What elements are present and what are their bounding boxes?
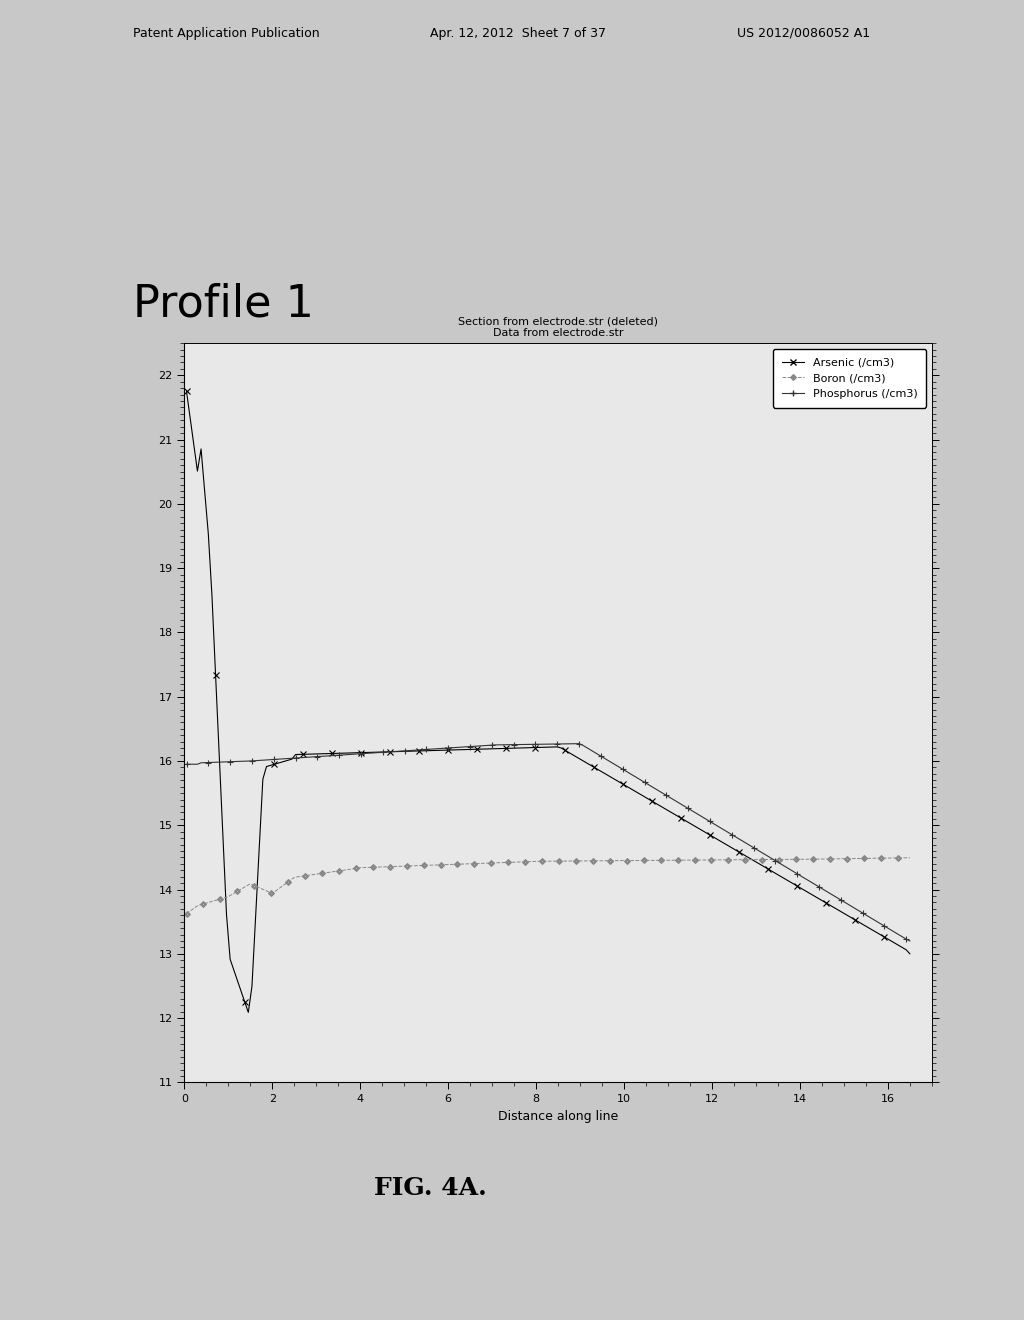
Phosphorus (/cm3) [224,754,237,770]
Boron (/cm3) [183,904,196,920]
Boron (/cm3) [611,853,624,869]
Phosphorus (/cm3) [373,744,385,760]
Arsenic (/cm3) [180,384,193,400]
Boron (/cm3) [608,853,621,869]
Arsenic (/cm3) [224,952,237,968]
Boron (/cm3) [623,853,635,869]
Line: Boron (/cm3): Boron (/cm3) [183,855,912,916]
Line: Phosphorus (/cm3): Phosphorus (/cm3) [183,741,913,945]
Arsenic (/cm3) [871,925,884,941]
Legend: Arsenic (/cm3), Boron (/cm3), Phosphorus (/cm3): Arsenic (/cm3), Boron (/cm3), Phosphorus… [773,348,927,408]
Line: Arsenic (/cm3): Arsenic (/cm3) [183,388,913,1016]
Text: US 2012/0086052 A1: US 2012/0086052 A1 [737,26,870,40]
Text: FIG. 4A.: FIG. 4A. [374,1176,486,1200]
Boron (/cm3) [836,851,848,867]
Phosphorus (/cm3) [904,933,916,949]
Arsenic (/cm3) [904,946,916,962]
Phosphorus (/cm3) [180,756,193,772]
Arsenic (/cm3) [210,668,222,684]
Arsenic (/cm3) [846,909,858,925]
Boron (/cm3) [790,851,802,867]
Phosphorus (/cm3) [573,735,586,751]
Boron (/cm3) [180,906,193,921]
Title: Section from electrode.str (deleted)
Data from electrode.str: Section from electrode.str (deleted) Dat… [458,317,658,338]
Phosphorus (/cm3) [314,748,327,764]
Text: Apr. 12, 2012  Sheet 7 of 37: Apr. 12, 2012 Sheet 7 of 37 [430,26,606,40]
Arsenic (/cm3) [377,744,389,760]
Phosphorus (/cm3) [871,913,884,929]
Arsenic (/cm3) [318,746,331,762]
X-axis label: Distance along line: Distance along line [498,1110,618,1123]
Boron (/cm3) [904,850,916,866]
Phosphorus (/cm3) [846,899,858,915]
Text: Patent Application Publication: Patent Application Publication [133,26,319,40]
Arsenic (/cm3) [242,1005,254,1020]
Phosphorus (/cm3) [210,754,222,770]
Text: Profile 1: Profile 1 [133,282,314,326]
